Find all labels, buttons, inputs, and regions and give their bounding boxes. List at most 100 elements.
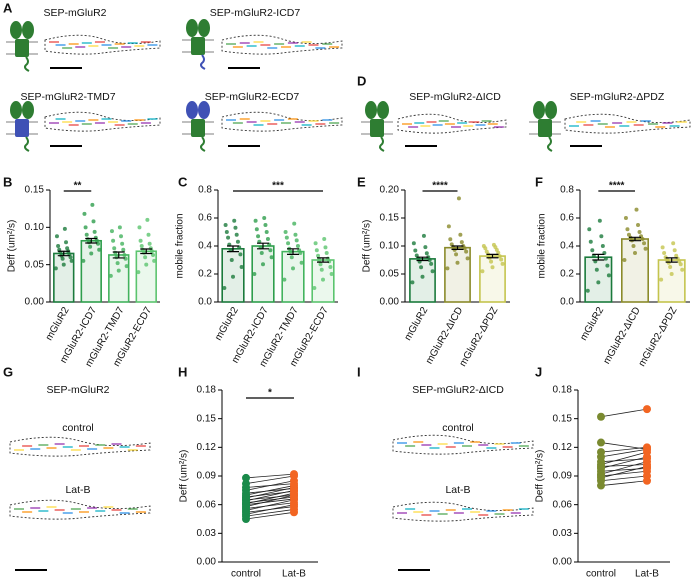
data-point (430, 269, 435, 274)
data-point (465, 256, 470, 261)
pair-line (600, 448, 648, 458)
x-tick-label: control (586, 569, 616, 580)
data-point (232, 218, 237, 223)
data-point (590, 248, 595, 253)
data-point (252, 272, 257, 276)
data-point (290, 479, 298, 488)
data-point (111, 238, 116, 243)
neurite-outline (221, 111, 343, 132)
data-point (633, 251, 637, 255)
data-point (112, 246, 117, 251)
error-bar (665, 257, 678, 263)
data-point (317, 258, 322, 262)
data-point (606, 273, 611, 278)
data-point (61, 262, 66, 267)
data-point (124, 264, 129, 269)
y-tick-label: 0.2 (560, 269, 574, 280)
error-bar (227, 245, 239, 253)
data-point (454, 252, 459, 257)
data-point (680, 267, 685, 272)
data-point (597, 412, 605, 421)
data-point (318, 262, 323, 267)
data-point (265, 237, 270, 241)
data-point (328, 265, 333, 269)
data-point (662, 251, 667, 255)
data-point (283, 230, 288, 234)
data-point (419, 265, 424, 270)
data-point (222, 286, 227, 290)
data-point (223, 223, 228, 227)
image-caption: SEP-mGluR2-ΔICD (409, 91, 501, 103)
data-point (62, 226, 67, 231)
data-point (631, 244, 636, 248)
data-point (93, 235, 98, 240)
panel-label: A (3, 0, 13, 15)
y-tick-label: 0.00 (197, 557, 217, 568)
data-point (663, 255, 668, 260)
y-tick-label: 0.15 (197, 413, 217, 424)
data-point (490, 265, 495, 270)
pair-line (245, 509, 295, 517)
data-point (499, 257, 504, 262)
data-point (146, 232, 151, 237)
error-bar (140, 248, 153, 255)
data-point (269, 255, 274, 260)
pair-line (600, 467, 648, 472)
data-point (623, 216, 628, 220)
y-tick-label: 0.6 (560, 213, 574, 224)
receptor-lobe (198, 19, 210, 37)
panel-label: H (178, 364, 187, 379)
data-point (660, 245, 665, 250)
data-point (585, 288, 590, 293)
data-point (138, 238, 143, 243)
pair-line (600, 470, 648, 477)
data-point (64, 240, 69, 245)
data-point (114, 255, 119, 260)
data-point (445, 266, 450, 271)
data-point (316, 253, 321, 258)
receptor-tail (24, 56, 30, 72)
pair-line (245, 483, 295, 488)
data-point (120, 241, 125, 246)
data-point (449, 242, 454, 247)
data-point (234, 232, 239, 237)
pair-line (245, 494, 295, 507)
y-tick-label: 0.12 (197, 442, 217, 453)
data-point (643, 405, 651, 414)
y-axis-label: mobile fraction (537, 213, 548, 278)
x-tick-label: mGluR2-ΔPDZ (637, 305, 680, 368)
data-point (643, 454, 651, 463)
pair-line (245, 499, 295, 511)
condition-label: Lat-B (445, 484, 470, 496)
y-tick-label: 0.15 (380, 213, 400, 224)
data-point (446, 224, 451, 229)
data-point (597, 218, 602, 223)
pair-line (245, 502, 295, 509)
panel-label: C (178, 174, 188, 189)
data-point (81, 258, 86, 263)
y-tick-label: 0.4 (560, 241, 574, 252)
panel-label: I (357, 364, 361, 379)
data-point (84, 232, 89, 237)
data-point (622, 258, 627, 262)
data-point (497, 254, 502, 259)
data-point (121, 247, 126, 252)
x-tick-label: mGluR2-ΔPDZ (458, 305, 501, 368)
data-point (456, 196, 461, 201)
pair-line (600, 464, 648, 467)
y-tick-label: 0.00 (380, 297, 400, 308)
significance-label: *** (272, 181, 284, 192)
data-point (226, 235, 231, 240)
data-point (53, 266, 58, 271)
y-tick-label: 0.05 (25, 259, 45, 270)
data-point (239, 265, 244, 269)
data-point (599, 234, 604, 239)
y-tick-label: 0.20 (380, 185, 400, 196)
y-tick-label: 0.2 (198, 269, 212, 280)
data-point (597, 448, 605, 457)
bar (479, 255, 506, 303)
data-point (481, 244, 486, 248)
y-axis-label: Deff (um²/s) (179, 450, 190, 503)
data-point (643, 445, 651, 454)
